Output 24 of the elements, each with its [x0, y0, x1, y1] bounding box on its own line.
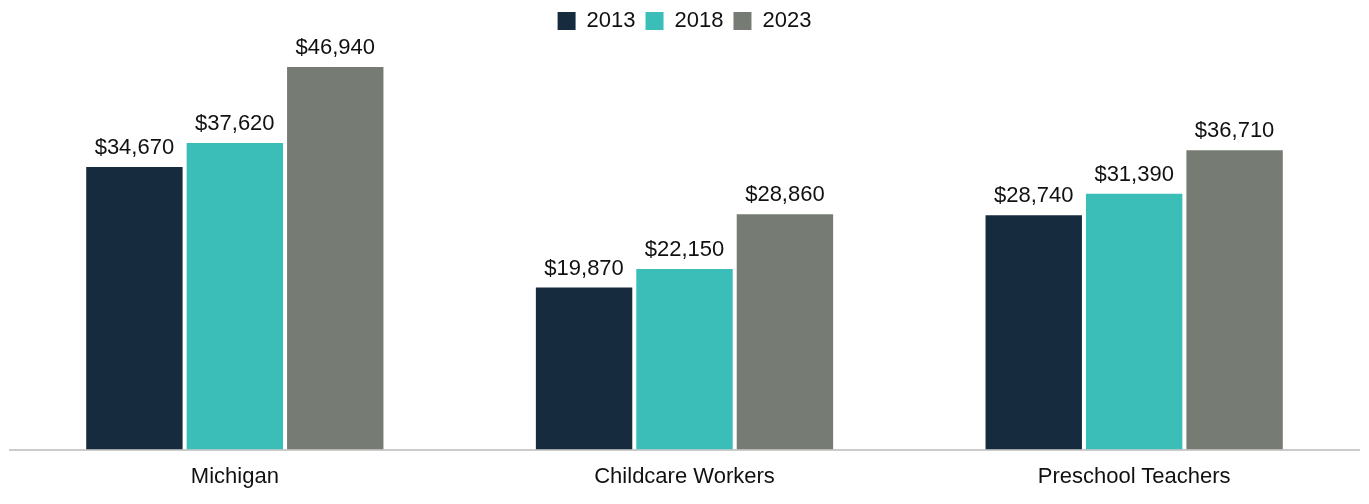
data-label: $46,940 [295, 34, 376, 60]
bar [186, 142, 284, 450]
bar [985, 215, 1082, 450]
data-label: $28,740 [993, 182, 1074, 208]
data-label: $36,710 [1194, 117, 1275, 143]
data-label: $19,870 [544, 254, 624, 280]
data-label: $34,670 [94, 134, 175, 160]
data-label: $28,860 [745, 181, 825, 207]
bar [86, 166, 183, 450]
data-label: $31,390 [1094, 160, 1174, 186]
x-tick-label: Michigan [190, 462, 279, 488]
bar [636, 269, 733, 450]
bar [1085, 193, 1183, 450]
bar [1186, 150, 1283, 450]
legend-label: 2013 [586, 7, 636, 33]
bar [287, 66, 384, 450]
data-label: $37,620 [195, 109, 275, 135]
legend-label: 2018 [674, 7, 724, 33]
x-tick-label: Childcare Workers [594, 462, 775, 488]
bar [535, 287, 633, 450]
x-tick-label: Preschool Teachers [1037, 462, 1231, 488]
bar [736, 214, 834, 450]
legend-label: 2023 [762, 7, 812, 33]
data-label: $22,150 [644, 236, 725, 262]
